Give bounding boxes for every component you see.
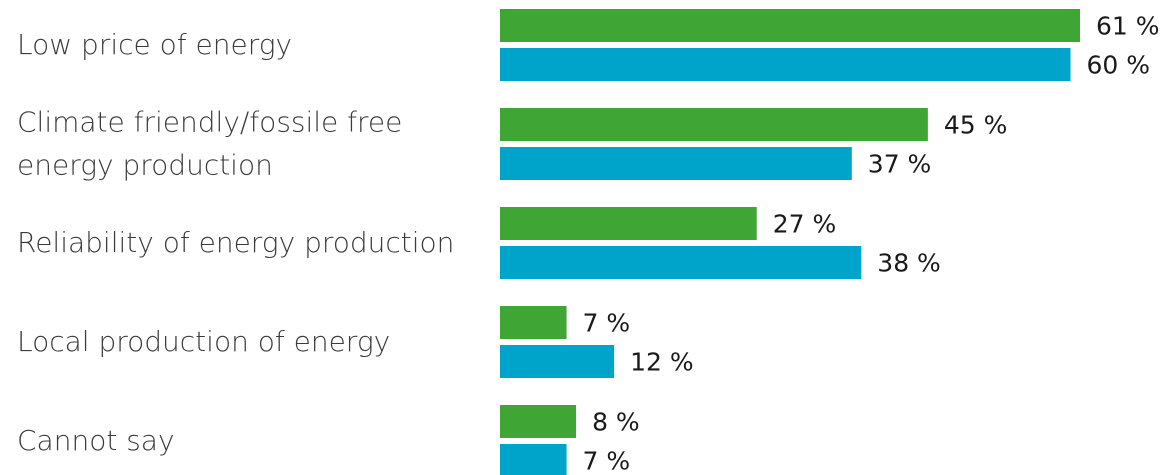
value-label: 7 % [583, 447, 631, 475]
bar [500, 345, 615, 378]
bar [500, 306, 567, 339]
value-label: 38 % [877, 249, 941, 278]
category-labels: Low price of energy Climate friendly/foss… [17, 28, 454, 457]
bars [500, 9, 1080, 475]
bar [500, 207, 757, 240]
value-label: 60 % [1086, 51, 1150, 80]
category-label: Local production of energy [17, 325, 390, 358]
value-label: 27 % [773, 210, 837, 239]
bar [500, 9, 1080, 42]
value-label: 37 % [868, 150, 932, 179]
category-label: Reliability of energy production [17, 226, 454, 259]
category-label: Cannot say [17, 424, 175, 457]
bar [500, 405, 577, 438]
bar [500, 48, 1071, 81]
bar [500, 108, 928, 141]
category-label: Climate friendly/fossile free energy prod… [17, 106, 402, 182]
value-label: 8 % [592, 408, 640, 437]
value-label: 7 % [583, 309, 631, 338]
value-label: 45 % [944, 111, 1008, 140]
bar [500, 246, 862, 279]
value-label: 61 % [1096, 12, 1160, 41]
value-label: 12 % [630, 348, 694, 377]
bar [500, 444, 567, 475]
category-label: Low price of energy [17, 28, 292, 61]
value-labels: 61 % 60 % 45 % 37 % 27 % 38 % 7 % 12 % 8 % 7 % [583, 12, 1160, 475]
bar [500, 147, 852, 180]
